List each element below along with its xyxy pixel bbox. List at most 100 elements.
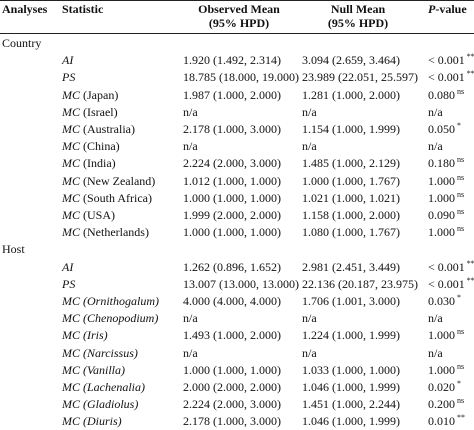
null-mean: 1.080 (1.000, 1.767) bbox=[302, 225, 400, 240]
statistic: PS bbox=[62, 276, 76, 291]
observed-mean: 4.000 (4.000, 4.000) bbox=[183, 294, 281, 308]
p-value-cell: < 0.001*** bbox=[428, 52, 474, 68]
observed-mean: 1.000 (1.000, 1.000) bbox=[183, 225, 281, 240]
group: (Ornithogalum) bbox=[83, 294, 159, 308]
null-mean: 1.485 (1.000, 2.129) bbox=[302, 156, 400, 171]
significance: ns bbox=[457, 155, 465, 165]
significance: *** bbox=[466, 69, 474, 79]
statistic-cell: MC (Chenopodium) bbox=[62, 311, 158, 325]
p-value-cell: 0.020 * bbox=[428, 379, 461, 394]
p-value: < 0.001 bbox=[428, 53, 465, 68]
significance: ns bbox=[457, 327, 465, 337]
group: (Iris) bbox=[83, 328, 108, 343]
significance: ns bbox=[457, 396, 465, 406]
p-value-cell: 0.080 ns bbox=[428, 86, 465, 102]
group: (Japan) bbox=[83, 87, 119, 102]
statistic-cell: MC (China) bbox=[62, 139, 120, 153]
group: (Narcissus) bbox=[83, 345, 138, 360]
observed-mean: n/a bbox=[183, 311, 198, 326]
statistic-cell: MC (Australia) bbox=[62, 122, 135, 136]
group: (Netherlands) bbox=[83, 225, 149, 240]
group: (China) bbox=[83, 139, 120, 154]
observed-mean: n/a bbox=[183, 104, 198, 119]
observed-mean: 2.178 (1.000, 3.000) bbox=[183, 414, 281, 429]
observed-mean: 18.785 (18.000, 19.000) bbox=[183, 70, 299, 85]
p-value: < 0.001 bbox=[428, 259, 465, 274]
header-rule bbox=[0, 33, 474, 34]
p-value-cell: n/a bbox=[428, 311, 443, 325]
null-mean: 1.154 (1.000, 1.999) bbox=[302, 122, 400, 136]
statistic-cell: MC (India) bbox=[62, 156, 116, 170]
statistic: MC bbox=[62, 362, 80, 377]
p-value: n/a bbox=[428, 311, 443, 326]
significance: ns bbox=[457, 189, 465, 199]
significance: *** bbox=[466, 275, 474, 285]
statistic-cell: AI bbox=[62, 260, 73, 274]
header-cell: Observed Mean (95% HPD) bbox=[183, 2, 295, 30]
null-mean: 1.021 (1.000, 1.021) bbox=[302, 190, 400, 205]
null-mean: 1.046 (1.000, 1.999) bbox=[302, 414, 400, 429]
null-mean: 1.000 (1.000, 1.767) bbox=[302, 173, 400, 188]
group: (Lachenalia) bbox=[83, 380, 145, 394]
statistic-cell: MC (New Zealand) bbox=[62, 174, 155, 188]
statistic-cell: MC (Gladiolus) bbox=[62, 397, 138, 411]
observed-mean: 1.987 (1.000, 2.000) bbox=[183, 87, 281, 102]
null-mean: n/a bbox=[302, 345, 317, 360]
observed-mean: 2.224 (2.000, 3.000) bbox=[183, 397, 281, 412]
p-value: n/a bbox=[428, 345, 443, 360]
p-value: 0.090 bbox=[428, 208, 455, 222]
observed-mean: 1.012 (1.000, 1.000) bbox=[183, 173, 281, 188]
statistic: MC bbox=[62, 139, 80, 154]
null-mean: 1.224 (1.000, 1.999) bbox=[302, 328, 400, 343]
statistic-cell: MC (USA) bbox=[62, 208, 115, 222]
observed-mean: 2.224 (2.000, 3.000) bbox=[183, 156, 281, 171]
observed-mean: 1.493 (1.000, 2.000) bbox=[183, 328, 281, 343]
p-value-cell: < 0.001*** bbox=[428, 259, 474, 274]
statistic-cell: PS bbox=[62, 70, 75, 84]
statistic: MC bbox=[62, 380, 80, 394]
significance: ns bbox=[457, 224, 465, 234]
statistic-cell: PS bbox=[62, 277, 75, 291]
p-value-cell: n/a bbox=[428, 139, 443, 153]
p-value: n/a bbox=[428, 104, 443, 119]
observed-mean: n/a bbox=[183, 139, 198, 154]
header-cell: Null Mean (95% HPD) bbox=[302, 2, 414, 30]
header-text: (95% HPD) bbox=[327, 16, 389, 30]
group: (Australia) bbox=[83, 122, 135, 136]
significance: ns bbox=[457, 172, 465, 182]
header-text: Null Mean bbox=[330, 2, 386, 16]
p-value-cell: < 0.001*** bbox=[428, 69, 474, 84]
group: (South Africa) bbox=[83, 190, 152, 205]
header-cell: Statistic bbox=[62, 2, 104, 16]
group: (Vanilla) bbox=[83, 362, 125, 377]
statistic-cell: MC (South Africa) bbox=[62, 191, 152, 205]
significance: *** bbox=[466, 52, 474, 62]
header-text: -value bbox=[435, 2, 467, 16]
statistic: MC bbox=[62, 397, 80, 412]
statistic-cell: MC (Japan) bbox=[62, 88, 118, 102]
null-mean: 3.094 (2.659, 3.464) bbox=[302, 53, 400, 68]
null-mean: 22.136 (20.187, 23.975) bbox=[302, 276, 418, 291]
null-mean: 1.451 (1.000, 2.244) bbox=[302, 397, 400, 412]
statistic-cell: AI bbox=[62, 53, 73, 67]
p-value-cell: 0.090 ns bbox=[428, 207, 464, 222]
p-value-cell: 0.030 * bbox=[428, 293, 461, 308]
top-rule bbox=[0, 0, 474, 1]
p-value: 0.030 bbox=[428, 294, 455, 308]
observed-mean: 1.000 (1.000, 1.000) bbox=[183, 190, 281, 205]
section-label: Host bbox=[2, 242, 25, 257]
p-value: 1.000 bbox=[428, 190, 455, 205]
null-mean: n/a bbox=[302, 139, 317, 154]
significance: ns bbox=[457, 86, 465, 96]
significance: * bbox=[457, 293, 461, 302]
group: (Israel) bbox=[83, 104, 118, 119]
p-value-cell: < 0.001*** bbox=[428, 275, 474, 291]
observed-mean: n/a bbox=[183, 345, 198, 360]
p-value: n/a bbox=[428, 139, 443, 154]
observed-mean: 2.178 (1.000, 3.000) bbox=[183, 122, 281, 136]
null-mean: 23.989 (22.051, 25.597) bbox=[302, 70, 418, 85]
observed-mean: 1.262 (0.896, 1.652) bbox=[183, 259, 281, 274]
header-cell: P-value bbox=[428, 2, 467, 16]
statistic: MC bbox=[62, 156, 80, 171]
